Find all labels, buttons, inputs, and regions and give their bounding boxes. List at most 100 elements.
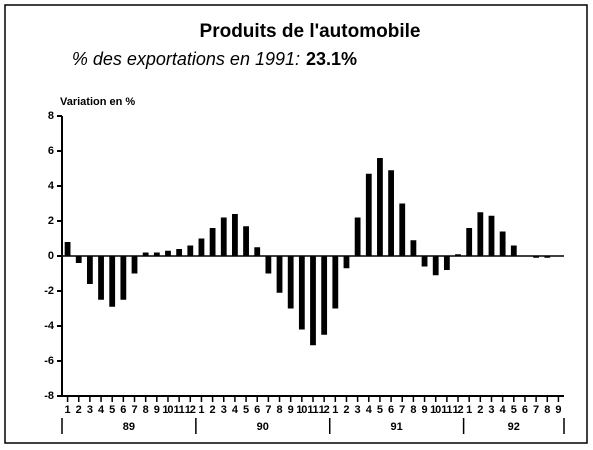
bar [187, 245, 194, 256]
bar [298, 256, 305, 330]
x-tick-label: 1 [332, 404, 338, 416]
bar [377, 158, 383, 256]
bar [198, 238, 205, 256]
bar [354, 217, 361, 256]
x-tick-label: 12 [452, 404, 463, 416]
x-tick-label: 8 [544, 404, 550, 416]
x-tick-label: 11 [307, 404, 318, 416]
x-tick-label: 11 [441, 404, 452, 416]
bar [86, 256, 93, 284]
bar [533, 256, 540, 258]
x-tick-label: 5 [109, 404, 115, 416]
bar [98, 256, 104, 300]
bar [75, 256, 82, 263]
x-tick-label: 9 [154, 404, 160, 416]
y-tick-label: -6 [44, 355, 54, 367]
x-tick-label: 1 [466, 404, 472, 416]
y-tick-label: -4 [44, 320, 55, 332]
bar [365, 173, 372, 256]
y-tick-label: 2 [48, 215, 54, 227]
bar [488, 215, 495, 256]
bar [510, 245, 517, 256]
y-tick-label: 6 [48, 145, 54, 157]
bar [410, 240, 417, 256]
bar [455, 254, 461, 256]
bar [310, 256, 316, 346]
x-tick-label: 12 [185, 404, 196, 416]
bar [153, 252, 160, 256]
year-label: 90 [257, 421, 269, 433]
x-tick-label: 9 [288, 404, 294, 416]
x-tick-label: 2 [343, 404, 349, 416]
frame [4, 4, 588, 444]
x-tick-label: 8 [143, 404, 149, 416]
x-tick-label: 6 [522, 404, 528, 416]
x-tick-label: 3 [355, 404, 361, 416]
bar [276, 256, 283, 293]
x-tick-label: 9 [555, 404, 561, 416]
x-tick-label: 2 [477, 404, 483, 416]
chart-subtitle-value: 23.1% [306, 49, 357, 69]
x-tick-label: 2 [210, 404, 216, 416]
x-tick-label: 5 [511, 404, 517, 416]
bar [544, 256, 551, 258]
bar [220, 217, 227, 256]
bar [399, 203, 406, 256]
y-tick-label: 8 [48, 110, 54, 122]
year-label: 91 [391, 421, 403, 433]
chart-title: Produits de l'automobile [200, 21, 421, 42]
x-tick-label: 3 [488, 404, 494, 416]
x-tick-label: 8 [410, 404, 416, 416]
year-label: 92 [508, 421, 520, 433]
bar [165, 250, 171, 256]
y-tick-label: -2 [44, 285, 54, 297]
bar [499, 231, 506, 256]
x-tick-label: 1 [65, 404, 71, 416]
bar [321, 256, 328, 335]
x-tick-label: 11 [174, 404, 185, 416]
y-tick-label: 0 [48, 250, 54, 262]
chart-subtitle: % des exportations en 1991: [72, 49, 300, 69]
bar [432, 256, 439, 276]
x-tick-label: 4 [98, 404, 105, 416]
bar [120, 256, 127, 300]
bar [477, 212, 484, 256]
bar [209, 228, 216, 256]
x-tick-label: 4 [500, 404, 507, 416]
bar [243, 226, 249, 256]
bar [109, 256, 116, 307]
bar [343, 256, 350, 269]
x-tick-label: 7 [265, 404, 271, 416]
bar [466, 228, 473, 256]
x-tick-label: 2 [76, 404, 82, 416]
x-tick-label: 6 [120, 404, 126, 416]
x-tick-label: 12 [319, 404, 330, 416]
year-label: 89 [123, 421, 135, 433]
bar [443, 256, 450, 270]
x-tick-label: 1 [198, 404, 204, 416]
x-tick-label: 5 [243, 404, 249, 416]
x-tick-label: 6 [388, 404, 394, 416]
y-tick-label: -8 [44, 390, 54, 402]
x-tick-label: 3 [221, 404, 227, 416]
bar [142, 252, 149, 256]
x-tick-label: 5 [377, 404, 383, 416]
y-tick-label: 4 [48, 180, 55, 192]
bar [232, 214, 238, 256]
bar [176, 249, 183, 256]
bar [254, 247, 261, 256]
x-tick-label: 3 [87, 404, 93, 416]
x-tick-label: 10 [162, 404, 173, 416]
bar [421, 256, 428, 267]
x-tick-label: 4 [366, 404, 373, 416]
bar [265, 256, 272, 274]
x-tick-label: 7 [131, 404, 137, 416]
bar [64, 242, 71, 256]
bar [131, 256, 138, 274]
x-tick-label: 7 [533, 404, 539, 416]
x-tick-label: 4 [232, 404, 239, 416]
x-tick-label: 8 [276, 404, 282, 416]
x-tick-label: 7 [399, 404, 405, 416]
bar [287, 256, 294, 309]
